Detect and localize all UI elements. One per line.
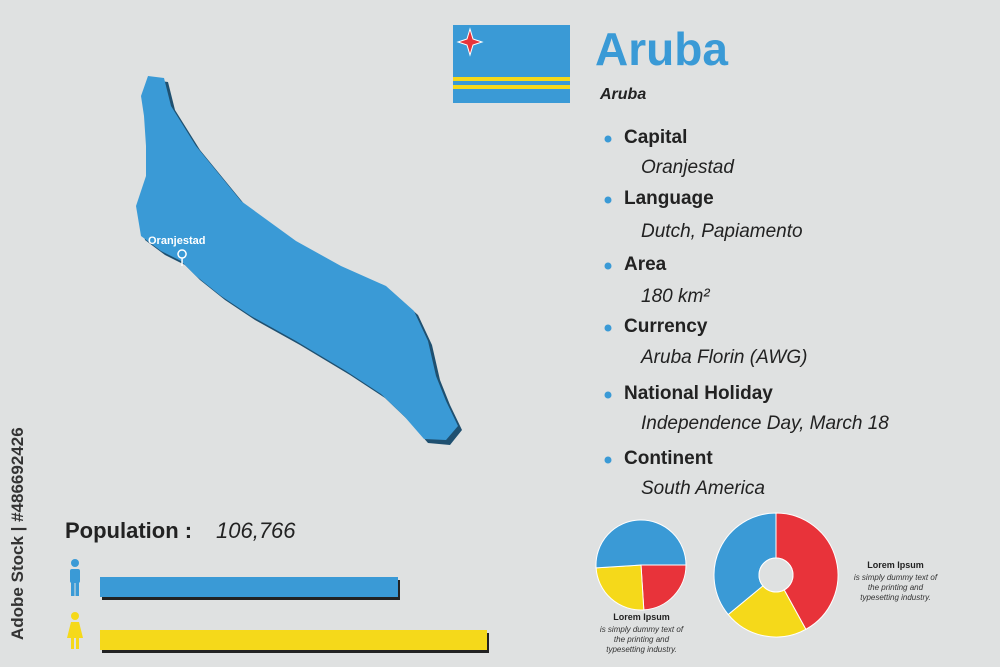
pie-caption: is simply dummy text of the printing and… bbox=[853, 573, 938, 602]
map-pin bbox=[177, 249, 187, 267]
fact-value: 180 km² bbox=[641, 286, 710, 307]
bar bbox=[100, 577, 398, 597]
bar bbox=[100, 630, 487, 650]
bullet bbox=[604, 456, 612, 464]
donut-hole bbox=[758, 557, 794, 593]
bullet bbox=[604, 135, 612, 143]
population-value: 106,766 bbox=[216, 518, 296, 543]
male-icon bbox=[70, 559, 80, 596]
flag-star bbox=[456, 27, 484, 57]
pie-title: Lorem Ipsum bbox=[613, 612, 670, 622]
bullet bbox=[604, 196, 612, 204]
fact-value: Dutch, Papiamento bbox=[641, 221, 803, 242]
fact-label: Language bbox=[624, 188, 714, 209]
flag-stripe bbox=[453, 77, 570, 81]
fact-label: Capital bbox=[624, 127, 688, 148]
fact-label: Currency bbox=[624, 316, 708, 337]
fact-value: Oranjestad bbox=[641, 157, 734, 178]
watermark: Adobe Stock | #486692426 bbox=[8, 427, 27, 640]
title: Aruba bbox=[595, 23, 728, 75]
bullet bbox=[604, 391, 612, 399]
bullet bbox=[604, 262, 612, 270]
female-icon bbox=[67, 612, 83, 649]
island-map bbox=[136, 76, 458, 440]
pie-caption: is simply dummy text of the printing and… bbox=[599, 625, 684, 654]
fact-label: Area bbox=[624, 254, 667, 275]
city-label: Oranjestad bbox=[148, 235, 206, 247]
pie-slice bbox=[640, 564, 687, 611]
bullet bbox=[604, 324, 612, 332]
fact-value: Independence Day, March 18 bbox=[641, 413, 889, 434]
pie-slice bbox=[595, 564, 645, 611]
subtitle: Aruba bbox=[600, 86, 647, 103]
population-label: Population : bbox=[65, 518, 193, 543]
fact-value: Aruba Florin (AWG) bbox=[641, 347, 808, 368]
fact-label: Continent bbox=[624, 448, 713, 469]
fact-value: South America bbox=[641, 478, 765, 499]
flag-stripe bbox=[453, 85, 570, 89]
pie-title: Lorem Ipsum bbox=[867, 560, 924, 570]
fact-label: National Holiday bbox=[624, 383, 773, 404]
pie-slice bbox=[595, 519, 687, 569]
